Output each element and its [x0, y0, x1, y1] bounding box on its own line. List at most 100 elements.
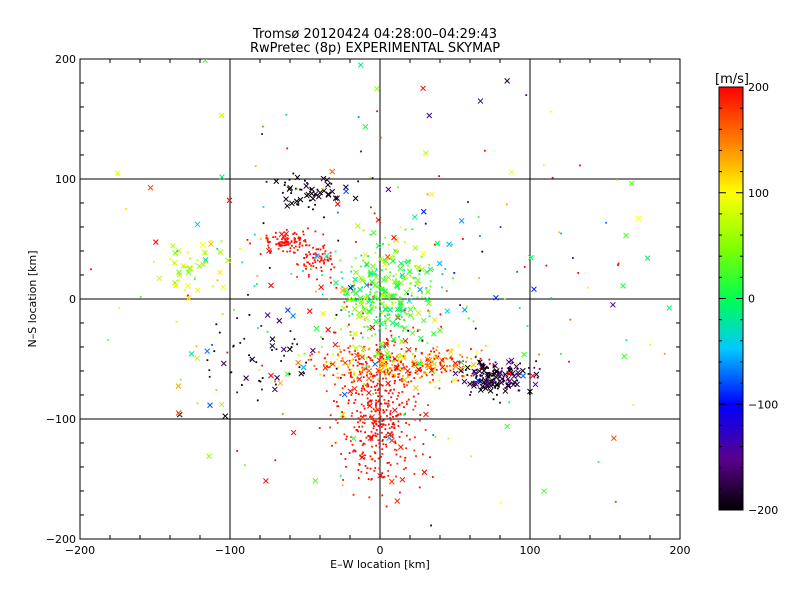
data-point [439, 363, 442, 365]
data-point [296, 275, 298, 278]
data-point [361, 425, 364, 428]
data-point-cross [391, 278, 398, 285]
data-point [407, 381, 410, 383]
data-point [368, 372, 371, 375]
data-point [348, 350, 351, 353]
data-point [403, 406, 405, 409]
data-point [357, 421, 359, 424]
data-point [211, 343, 213, 346]
data-point-cross [366, 309, 373, 315]
data-point [381, 439, 384, 441]
data-point [475, 354, 477, 357]
data-point [243, 464, 246, 467]
data-point [407, 373, 410, 376]
data-point [312, 256, 315, 259]
data-point [321, 337, 324, 340]
data-point [380, 289, 383, 292]
data-point [373, 273, 376, 276]
data-point [453, 271, 456, 274]
data-point [395, 453, 398, 456]
data-point-cross [493, 294, 499, 301]
data-point [178, 272, 181, 275]
data-point [382, 409, 385, 412]
data-point-cross [175, 383, 182, 389]
data-point [480, 349, 483, 352]
data-point [394, 440, 397, 443]
data-point [438, 175, 441, 178]
data-point [377, 350, 380, 353]
data-point [257, 327, 259, 329]
data-point [365, 472, 368, 474]
data-point [353, 426, 356, 429]
data-point [550, 297, 553, 299]
data-point [358, 463, 361, 466]
data-point [393, 382, 396, 385]
data-points [90, 59, 673, 527]
data-point [421, 374, 424, 377]
data-point [381, 440, 384, 443]
data-point [377, 425, 380, 427]
data-point [253, 233, 256, 236]
data-point [437, 355, 440, 358]
data-point [429, 456, 431, 459]
data-point [375, 402, 378, 404]
data-point-cross [397, 302, 404, 309]
data-point [321, 274, 323, 276]
data-point [310, 358, 313, 361]
data-point [351, 376, 354, 379]
data-point [395, 449, 398, 452]
data-point [347, 288, 349, 291]
data-point [362, 229, 365, 232]
data-point-cross [452, 370, 459, 377]
data-point [329, 414, 332, 417]
data-point [319, 373, 322, 376]
data-point [401, 325, 404, 328]
data-point [428, 263, 431, 266]
data-point [380, 287, 383, 290]
data-point [440, 371, 443, 374]
data-point [377, 284, 380, 287]
data-point-cross [334, 195, 341, 202]
data-point [348, 363, 351, 366]
data-point [597, 461, 600, 463]
data-point [259, 380, 262, 383]
data-point-cross [276, 317, 283, 324]
data-point [369, 399, 372, 402]
data-point-cross [395, 314, 401, 321]
data-point [395, 415, 398, 418]
data-point [389, 359, 392, 362]
data-point-cross [366, 298, 373, 304]
data-point-cross [533, 371, 540, 378]
data-point [396, 462, 399, 465]
data-point [371, 177, 374, 180]
data-point [268, 241, 271, 243]
data-point-cross [399, 476, 406, 483]
data-point [285, 229, 288, 231]
data-point-cross [489, 381, 496, 387]
data-point-cross [204, 348, 211, 354]
data-point [413, 276, 415, 279]
data-point [384, 320, 386, 323]
data-point [326, 259, 329, 262]
data-point [359, 419, 362, 422]
data-point [348, 323, 350, 326]
data-point [445, 357, 448, 360]
data-point-cross [218, 401, 225, 408]
data-point [430, 367, 433, 370]
data-point [283, 184, 286, 186]
data-point-cross [532, 381, 539, 388]
data-point-cross [515, 372, 521, 379]
data-point [375, 274, 378, 277]
data-point [505, 203, 508, 206]
data-point-cross [473, 381, 479, 387]
data-point [393, 249, 396, 252]
data-point [385, 377, 387, 380]
data-point [320, 259, 322, 262]
data-point [482, 377, 485, 379]
data-point [269, 252, 272, 254]
data-point-cross [268, 372, 274, 379]
data-point [434, 363, 437, 366]
data-point [435, 368, 438, 371]
data-point-cross [323, 253, 330, 259]
data-point [370, 478, 372, 481]
